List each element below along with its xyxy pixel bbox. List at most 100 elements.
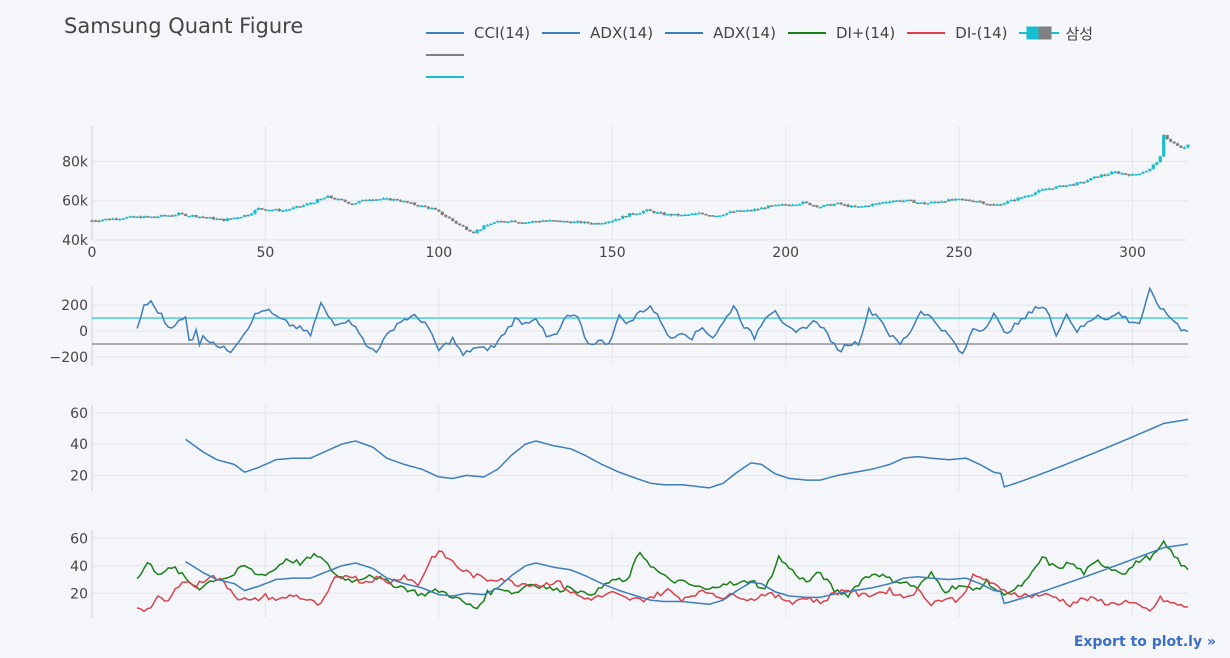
- legend-item[interactable]: [426, 76, 474, 78]
- candle-body: [686, 214, 691, 216]
- candle-body: [218, 218, 222, 221]
- candle-body: [451, 218, 455, 221]
- candle-body: [766, 205, 770, 209]
- candle-body: [954, 198, 958, 201]
- candle-body: [222, 218, 226, 221]
- candle-body: [149, 216, 153, 219]
- candle-body: [378, 199, 382, 201]
- candle-body: [638, 213, 642, 215]
- candle-body: [971, 200, 975, 203]
- candle-body: [641, 211, 646, 214]
- candle-body: [419, 205, 424, 208]
- candle-body: [454, 220, 458, 224]
- candle-body: [1078, 182, 1083, 184]
- candle-body: [381, 198, 385, 200]
- legend-item[interactable]: DI-(14): [907, 24, 1007, 42]
- candle-body: [874, 203, 878, 205]
- legend-item[interactable]: ADX(14): [665, 24, 776, 42]
- candle-body: [555, 220, 559, 222]
- candle-body: [811, 205, 816, 207]
- candle-body: [1037, 190, 1041, 193]
- candle-body: [177, 212, 181, 215]
- candle-body: [732, 211, 736, 213]
- candle-body: [426, 206, 431, 209]
- candle-body: [745, 210, 750, 212]
- candle-body: [347, 201, 351, 204]
- candle-body: [943, 201, 947, 203]
- candle-body: [163, 214, 167, 217]
- legend-item[interactable]: [426, 54, 474, 56]
- candle-body: [1113, 171, 1117, 174]
- y-tick-label: 40k: [62, 233, 89, 249]
- x-tick-label: 200: [772, 245, 799, 261]
- candle-body: [950, 199, 954, 201]
- candle-body: [350, 203, 354, 206]
- candle-body: [475, 229, 479, 234]
- candle-body: [981, 201, 985, 204]
- candle-body: [260, 208, 264, 210]
- candle-body: [1092, 176, 1096, 179]
- candle-swatch-icon: [1019, 26, 1060, 40]
- candle-body: [1012, 199, 1017, 202]
- candle-body: [763, 207, 767, 210]
- candle-body: [801, 201, 805, 204]
- candle-body: [735, 210, 739, 212]
- candle-body: [1023, 196, 1027, 198]
- candle-body: [284, 209, 288, 212]
- candle-body: [156, 216, 160, 219]
- candle-body: [912, 200, 916, 204]
- candle-body: [624, 215, 628, 218]
- candle-body: [704, 213, 708, 216]
- candle-body: [517, 222, 521, 224]
- candle-body: [197, 216, 202, 219]
- candle-body: [669, 213, 673, 216]
- candle-body: [721, 214, 725, 217]
- candle-body: [100, 219, 105, 222]
- candle-body: [804, 201, 809, 204]
- legend: CCI(14) ADX(14) ADX(14) DI+(14) DI-(14) 삼성: [426, 22, 1105, 88]
- candle-body: [437, 209, 441, 212]
- candle-body: [333, 198, 337, 200]
- candle-body: [208, 217, 212, 219]
- candle-body: [693, 213, 698, 215]
- candle-body: [468, 229, 472, 232]
- candle-body: [680, 214, 684, 217]
- candle-body: [891, 200, 895, 203]
- export-link[interactable]: Export to plot.ly »: [1073, 634, 1216, 650]
- legend-item[interactable]: 삼성: [1019, 23, 1093, 44]
- candle-body: [1130, 174, 1135, 176]
- candle-body: [412, 202, 417, 206]
- candle-body: [402, 200, 406, 203]
- candle-body: [1019, 197, 1024, 199]
- candle-body: [711, 215, 715, 217]
- candle-body: [263, 209, 268, 211]
- candle-body: [1175, 143, 1180, 146]
- candle-body: [1155, 162, 1159, 165]
- candle-body: [329, 195, 333, 199]
- candle-body: [364, 199, 368, 202]
- candle-body: [194, 215, 198, 218]
- candle-body: [683, 214, 687, 217]
- candle-body: [513, 220, 517, 223]
- candle-body: [791, 204, 795, 207]
- candle-body: [777, 204, 781, 207]
- legend-line-swatch: [426, 54, 464, 56]
- legend-item[interactable]: ADX(14): [542, 24, 653, 42]
- candle-body: [617, 218, 621, 221]
- legend-item[interactable]: CCI(14): [426, 24, 530, 42]
- candle-body: [1148, 168, 1152, 171]
- candle-body: [908, 199, 913, 202]
- candle-body: [236, 217, 240, 219]
- candle-body: [1061, 185, 1065, 187]
- candle-body: [960, 198, 965, 201]
- candle-body: [534, 221, 538, 223]
- candle-body: [995, 204, 999, 206]
- legend-item[interactable]: DI+(14): [787, 24, 895, 42]
- candle-body: [1006, 201, 1010, 204]
- candle-body: [1044, 188, 1048, 191]
- candle-body: [575, 221, 580, 223]
- candle-body: [190, 215, 195, 217]
- x-tick-label: 300: [1119, 245, 1146, 261]
- candle-body: [999, 204, 1003, 206]
